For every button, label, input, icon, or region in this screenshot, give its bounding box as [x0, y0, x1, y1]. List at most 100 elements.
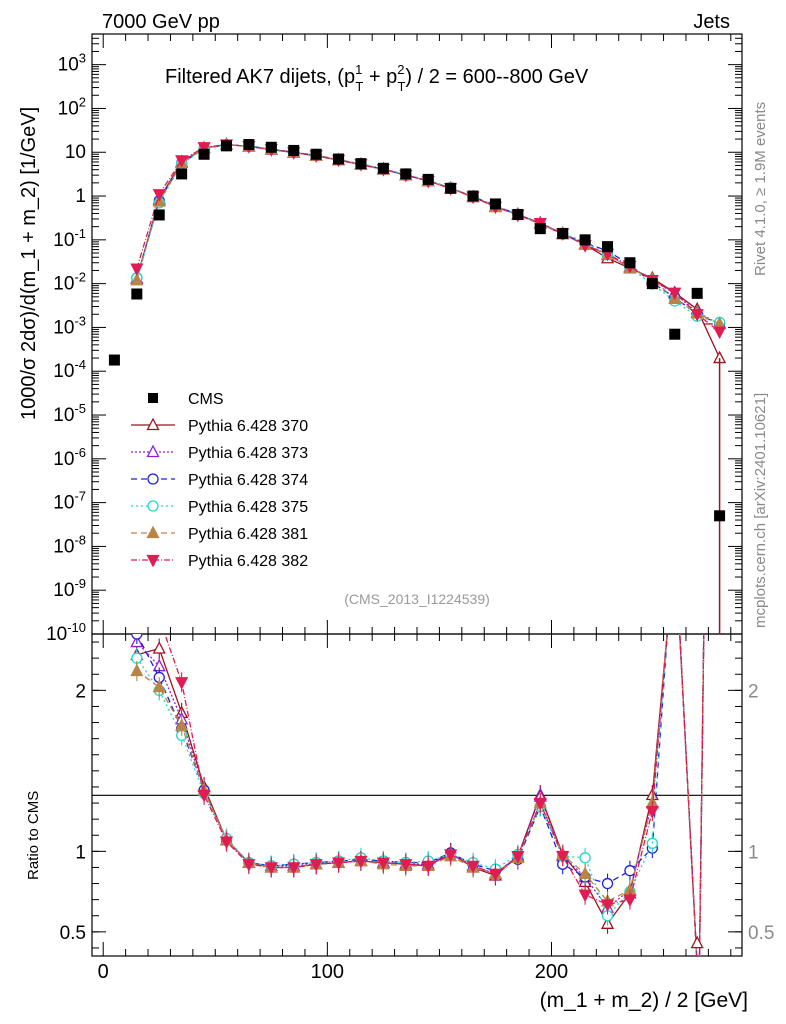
main-y-tick-label: 10: [65, 142, 86, 163]
header-energy-label: 7000 GeV pp: [102, 11, 220, 33]
title-sub-1: T: [355, 79, 363, 94]
series-line-p373: [136, 143, 720, 325]
data-point: [488, 868, 503, 882]
tick-exponent: -7: [74, 489, 86, 504]
main-y-tick-label: 10-4: [53, 357, 86, 382]
data-point-cms: [400, 168, 412, 180]
main-y-tick-label: 10-6: [53, 445, 86, 470]
main-y-tick-label: 103: [58, 51, 86, 76]
tick-base: 10: [53, 405, 74, 426]
data-point: [578, 866, 592, 880]
analysis-tag: (CMS_2013_I1224539): [344, 591, 490, 607]
tick-base: 10: [53, 317, 74, 338]
data-point: [147, 473, 159, 485]
data-point: [146, 554, 160, 568]
title-part-0: Filtered AK7 dijets, (p: [165, 66, 355, 88]
x-axis-label: (m_1 + m_2) / 2 [GeV]: [540, 989, 748, 1012]
data-point: [668, 287, 682, 301]
title-sub-2: T: [397, 79, 405, 94]
ratio-tick-label: 0.5: [60, 923, 86, 944]
x-tick-label: 200: [535, 961, 568, 983]
main-y-tick-label: 10-1: [53, 226, 86, 251]
data-point: [146, 417, 160, 431]
main-y-tick-label: 10-2: [53, 270, 86, 295]
tick-exponent: -4: [74, 357, 86, 372]
ratio-line-p370: [136, 647, 653, 926]
data-point-cms: [288, 144, 300, 156]
data-point-cms: [377, 162, 389, 174]
data-point: [556, 851, 570, 864]
plot-title: Filtered AK7 dijets, (p1 T + p2 T) / 2 = 6…: [165, 62, 589, 94]
data-point-cms: [445, 182, 457, 194]
tick-exponent: -6: [74, 445, 86, 460]
ratio-line-p373: [136, 641, 653, 909]
title-sup-1: 1: [355, 62, 362, 77]
data-point: [131, 605, 142, 616]
main-series-layer: [108, 137, 727, 634]
series-line-p375: [136, 144, 720, 324]
ratio-y-axis: 0.5 0.5 1 1 2 2: [60, 641, 774, 949]
data-point-cms: [265, 141, 277, 153]
data-point-cms: [646, 278, 658, 290]
main-y-tick-label: 1: [75, 186, 86, 207]
series-line-p381: [136, 144, 720, 325]
data-point: [242, 859, 256, 872]
data-point: [146, 525, 160, 539]
main-y-tick-label: 10-9: [53, 576, 86, 601]
data-point: [197, 789, 211, 803]
main-plot-frame: [91, 33, 743, 635]
data-point: [264, 862, 278, 875]
data-point: [131, 634, 143, 640]
main-y-axis-label: 1000/σ 2dσ)/d(m_1 + m_2) [1/GeV]: [18, 107, 40, 420]
data-point: [399, 859, 413, 872]
x-tick-label: 0: [98, 961, 109, 983]
data-point: [197, 142, 211, 155]
legend-label: Pythia 6.428 382: [188, 553, 308, 570]
legend: CMS Pythia 6.428 370 Pythia 6.428 373 Pythi…: [131, 391, 308, 570]
ratio-tick-label: 2: [75, 681, 86, 702]
ratio-y-axis-label: Ratio to CMS: [25, 791, 42, 880]
data-point: [147, 500, 159, 512]
tick-base: 10: [53, 580, 74, 601]
tick-base: 10: [53, 536, 74, 557]
legend-label: Pythia 6.428 373: [188, 445, 308, 462]
tick-exponent: -8: [74, 532, 86, 547]
tick-exponent: -1: [74, 226, 86, 241]
tick-exponent: 3: [79, 51, 86, 66]
ratio-line-p375: [136, 657, 653, 918]
ratio-tick-label-right: 2: [748, 681, 759, 702]
data-point: [130, 272, 144, 286]
data-point-cms: [333, 153, 345, 165]
data-point-cms: [148, 393, 158, 403]
rivet-version-label: Rivet 4.1.0, ≥ 1.9M events: [752, 102, 769, 276]
title-sup-2: 2: [397, 62, 404, 77]
data-point: [152, 641, 166, 654]
data-point: [376, 857, 390, 871]
data-point: [421, 860, 435, 874]
main-y-tick-label: 102: [58, 94, 86, 119]
legend-label: Pythia 6.428 381: [188, 526, 308, 543]
data-point: [466, 860, 480, 874]
legend-label: CMS: [188, 391, 224, 408]
title-part-6: ) / 2 = 600--800 GeV: [405, 66, 589, 88]
data-point-cms: [579, 234, 591, 246]
ratio-series-layer: [130, 605, 705, 956]
data-point: [152, 189, 166, 202]
mcplots-label: mcplots.cern.ch [arXiv:2401.10621]: [752, 393, 769, 628]
data-point: [154, 613, 165, 624]
title-part-3: + p: [363, 66, 397, 88]
series-line-p374: [136, 144, 720, 325]
data-point: [219, 836, 234, 850]
data-point: [175, 718, 189, 731]
ratio-spike-p381: [651, 634, 705, 956]
data-point-cms: [153, 209, 165, 221]
data-point: [354, 855, 368, 869]
data-point-cms: [355, 158, 367, 170]
ratio-line-p374: [136, 634, 653, 885]
data-point-cms: [131, 288, 143, 300]
legend-label: Pythia 6.428 374: [188, 472, 308, 489]
data-point: [175, 155, 189, 168]
tick-base: 10: [53, 493, 74, 514]
data-point-cms: [714, 510, 726, 522]
tick-base: 10: [58, 98, 79, 119]
